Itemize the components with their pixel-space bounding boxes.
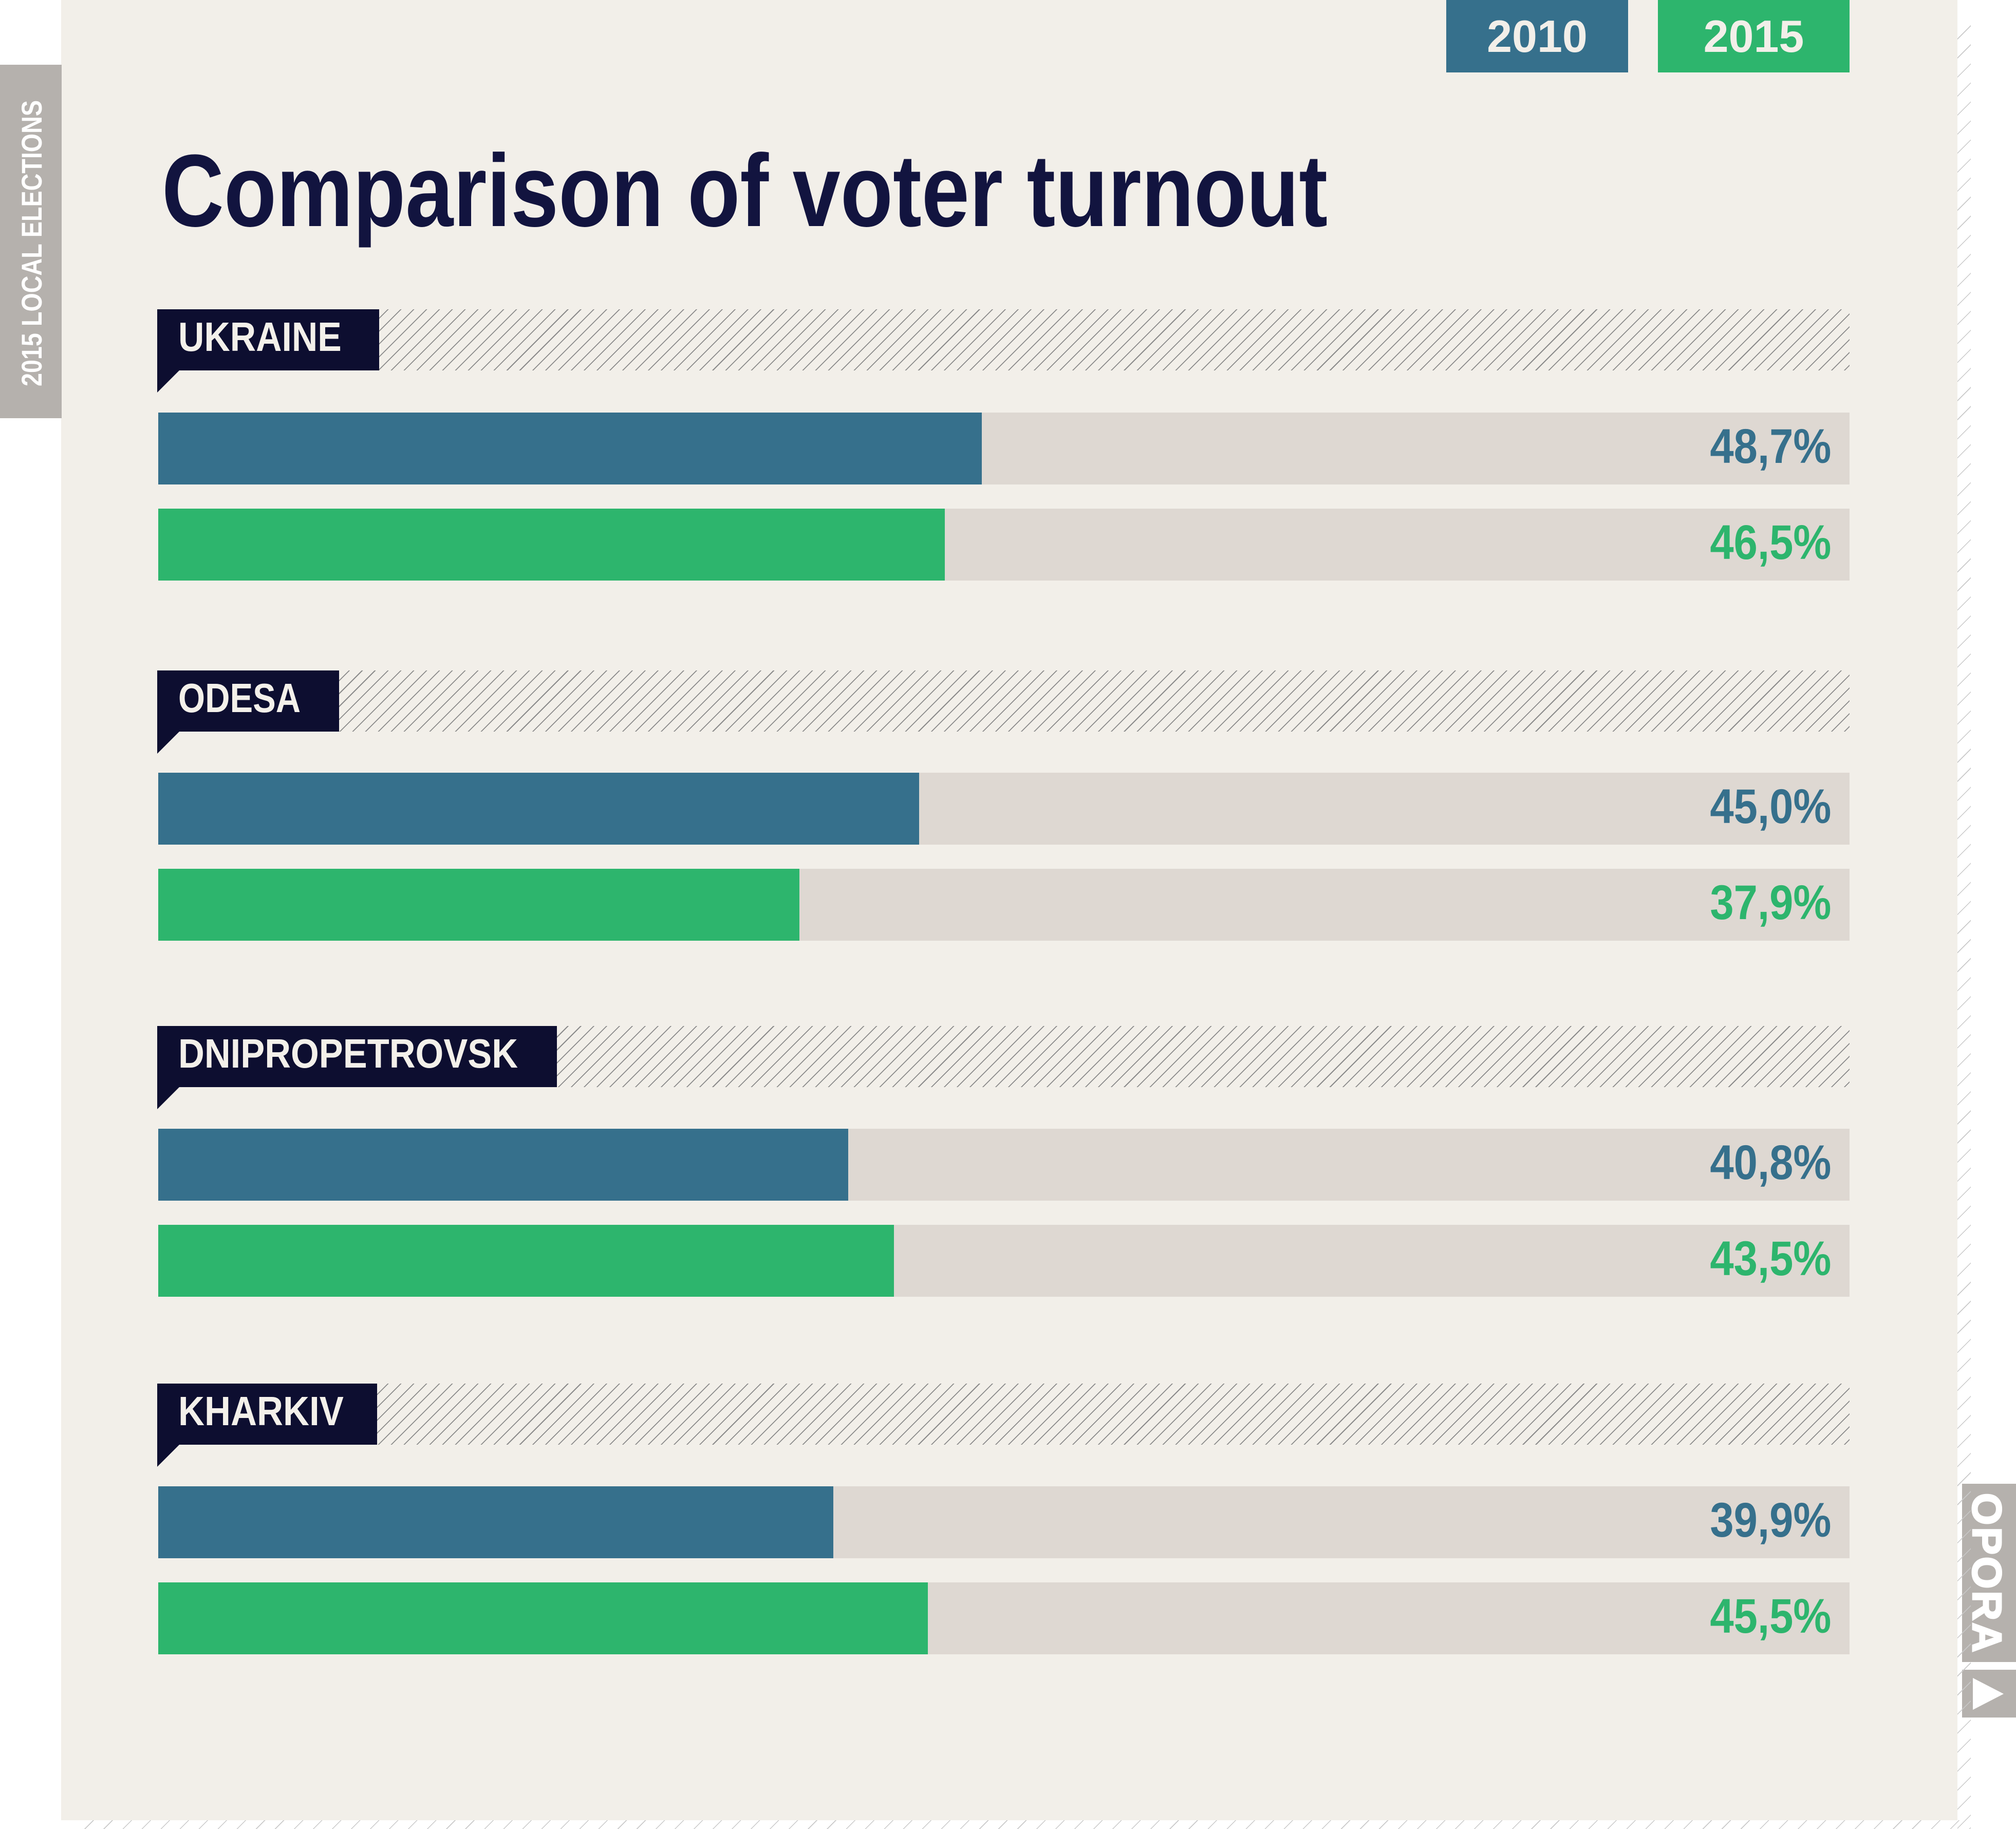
svg-text:OPORA: OPORA: [1964, 1493, 2010, 1654]
svg-text:2015 LOCAL ELECTIONS: 2015 LOCAL ELECTIONS: [15, 100, 48, 386]
